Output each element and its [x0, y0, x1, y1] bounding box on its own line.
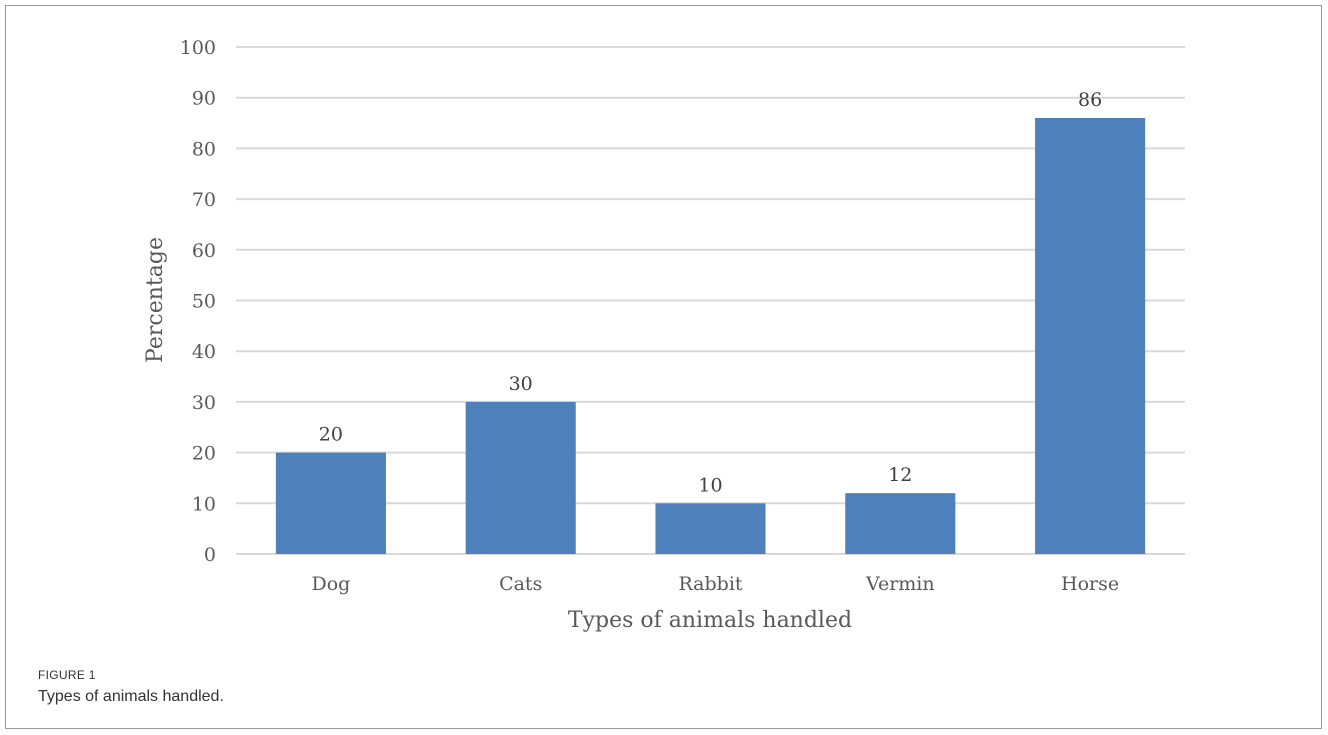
x-category-label: Dog: [311, 573, 350, 595]
y-tick-label: 90: [192, 88, 216, 110]
y-tick-label: 0: [204, 544, 216, 566]
data-label: 10: [698, 474, 722, 496]
bar-cats: [465, 401, 576, 554]
figure-label: FIGURE 1: [38, 668, 96, 682]
bar-chart: 0 10 20 30 40 50 60 70 80 90 100 20 30 10 12 86 Dog Cat…: [143, 37, 1185, 633]
data-label: 30: [509, 373, 533, 395]
x-category-label: Vermin: [865, 573, 935, 595]
bar-horse: [1035, 117, 1146, 554]
x-category-label: Cats: [499, 573, 542, 595]
y-axis-title: Percentage: [143, 237, 168, 363]
figure-caption: Types of animals handled.: [38, 688, 224, 705]
x-axis-categories: Dog Cats Rabbit Vermin Horse: [311, 573, 1119, 595]
x-category-label: Horse: [1061, 573, 1119, 595]
data-label: 12: [888, 464, 912, 486]
x-category-label: Rabbit: [678, 573, 742, 595]
bar-dog: [275, 452, 386, 554]
y-tick-label: 100: [180, 37, 216, 59]
y-tick-label: 80: [192, 138, 216, 160]
bars: [275, 117, 1146, 554]
x-axis-title: Types of animals handled: [568, 608, 852, 633]
data-labels: 20 30 10 12 86: [319, 89, 1102, 496]
y-tick-label: 70: [192, 189, 216, 211]
y-tick-label: 40: [192, 341, 216, 363]
bar-rabbit: [655, 503, 766, 554]
bar-vermin: [845, 493, 956, 554]
y-tick-label: 20: [192, 443, 216, 465]
gridlines: [236, 46, 1185, 555]
y-tick-label: 50: [192, 291, 216, 313]
y-tick-label: 30: [192, 392, 216, 414]
y-tick-label: 60: [192, 240, 216, 262]
data-label: 20: [319, 424, 343, 446]
data-label: 86: [1078, 89, 1102, 111]
y-tick-label: 10: [192, 493, 216, 515]
y-axis-ticks: 0 10 20 30 40 50 60 70 80 90 100: [180, 37, 216, 566]
